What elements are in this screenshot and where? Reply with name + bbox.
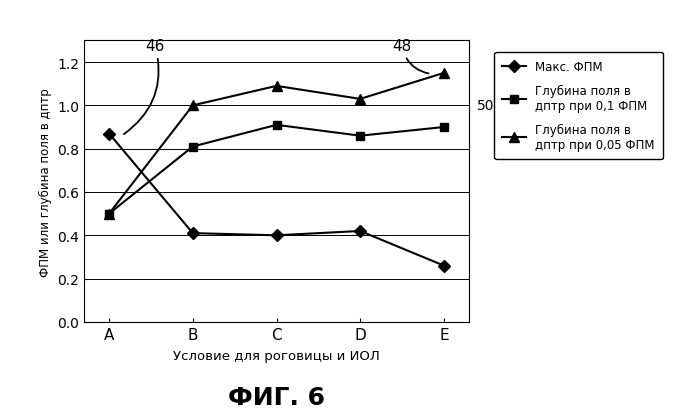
Line: Глубина поля в
дптр при 0,05 ФПМ: Глубина поля в дптр при 0,05 ФПМ <box>104 69 449 219</box>
Глубина поля в
дптр при 0,05 ФПМ <box>440 71 448 76</box>
Макс. ФПМ <box>272 233 281 238</box>
Глубина поля в
дптр при 0,05 ФПМ <box>188 104 197 109</box>
Text: ФИГ. 6: ФИГ. 6 <box>228 385 325 409</box>
Глубина поля в
дптр при 0,05 ФПМ <box>105 211 113 216</box>
Y-axis label: ФПМ или глубина поля в дптр: ФПМ или глубина поля в дптр <box>38 88 52 276</box>
Глубина поля в
дптр при 0,1 ФПМ <box>188 145 197 150</box>
Text: 48: 48 <box>393 39 428 74</box>
Макс. ФПМ <box>356 229 365 234</box>
Глубина поля в
дптр при 0,05 ФПМ <box>272 84 281 89</box>
Макс. ФПМ <box>440 263 448 268</box>
X-axis label: Условие для роговицы и ИОЛ: Условие для роговицы и ИОЛ <box>173 349 380 362</box>
Макс. ФПМ <box>188 231 197 236</box>
Глубина поля в
дптр при 0,1 ФПМ <box>356 134 365 139</box>
Legend: Макс. ФПМ, Глубина поля в
дптр при 0,1 ФПМ, Глубина поля в
дптр при 0,05 ФПМ: Макс. ФПМ, Глубина поля в дптр при 0,1 Ф… <box>494 53 663 159</box>
Макс. ФПМ <box>105 132 113 137</box>
Text: 50: 50 <box>477 99 494 113</box>
Глубина поля в
дптр при 0,1 ФПМ <box>272 123 281 128</box>
Глубина поля в
дптр при 0,05 ФПМ <box>356 97 365 102</box>
Глубина поля в
дптр при 0,1 ФПМ <box>105 211 113 216</box>
Text: 46: 46 <box>124 39 164 135</box>
Line: Глубина поля в
дптр при 0,1 ФПМ: Глубина поля в дптр при 0,1 ФПМ <box>105 121 448 218</box>
Line: Макс. ФПМ: Макс. ФПМ <box>105 130 448 270</box>
Глубина поля в
дптр при 0,1 ФПМ <box>440 125 448 130</box>
